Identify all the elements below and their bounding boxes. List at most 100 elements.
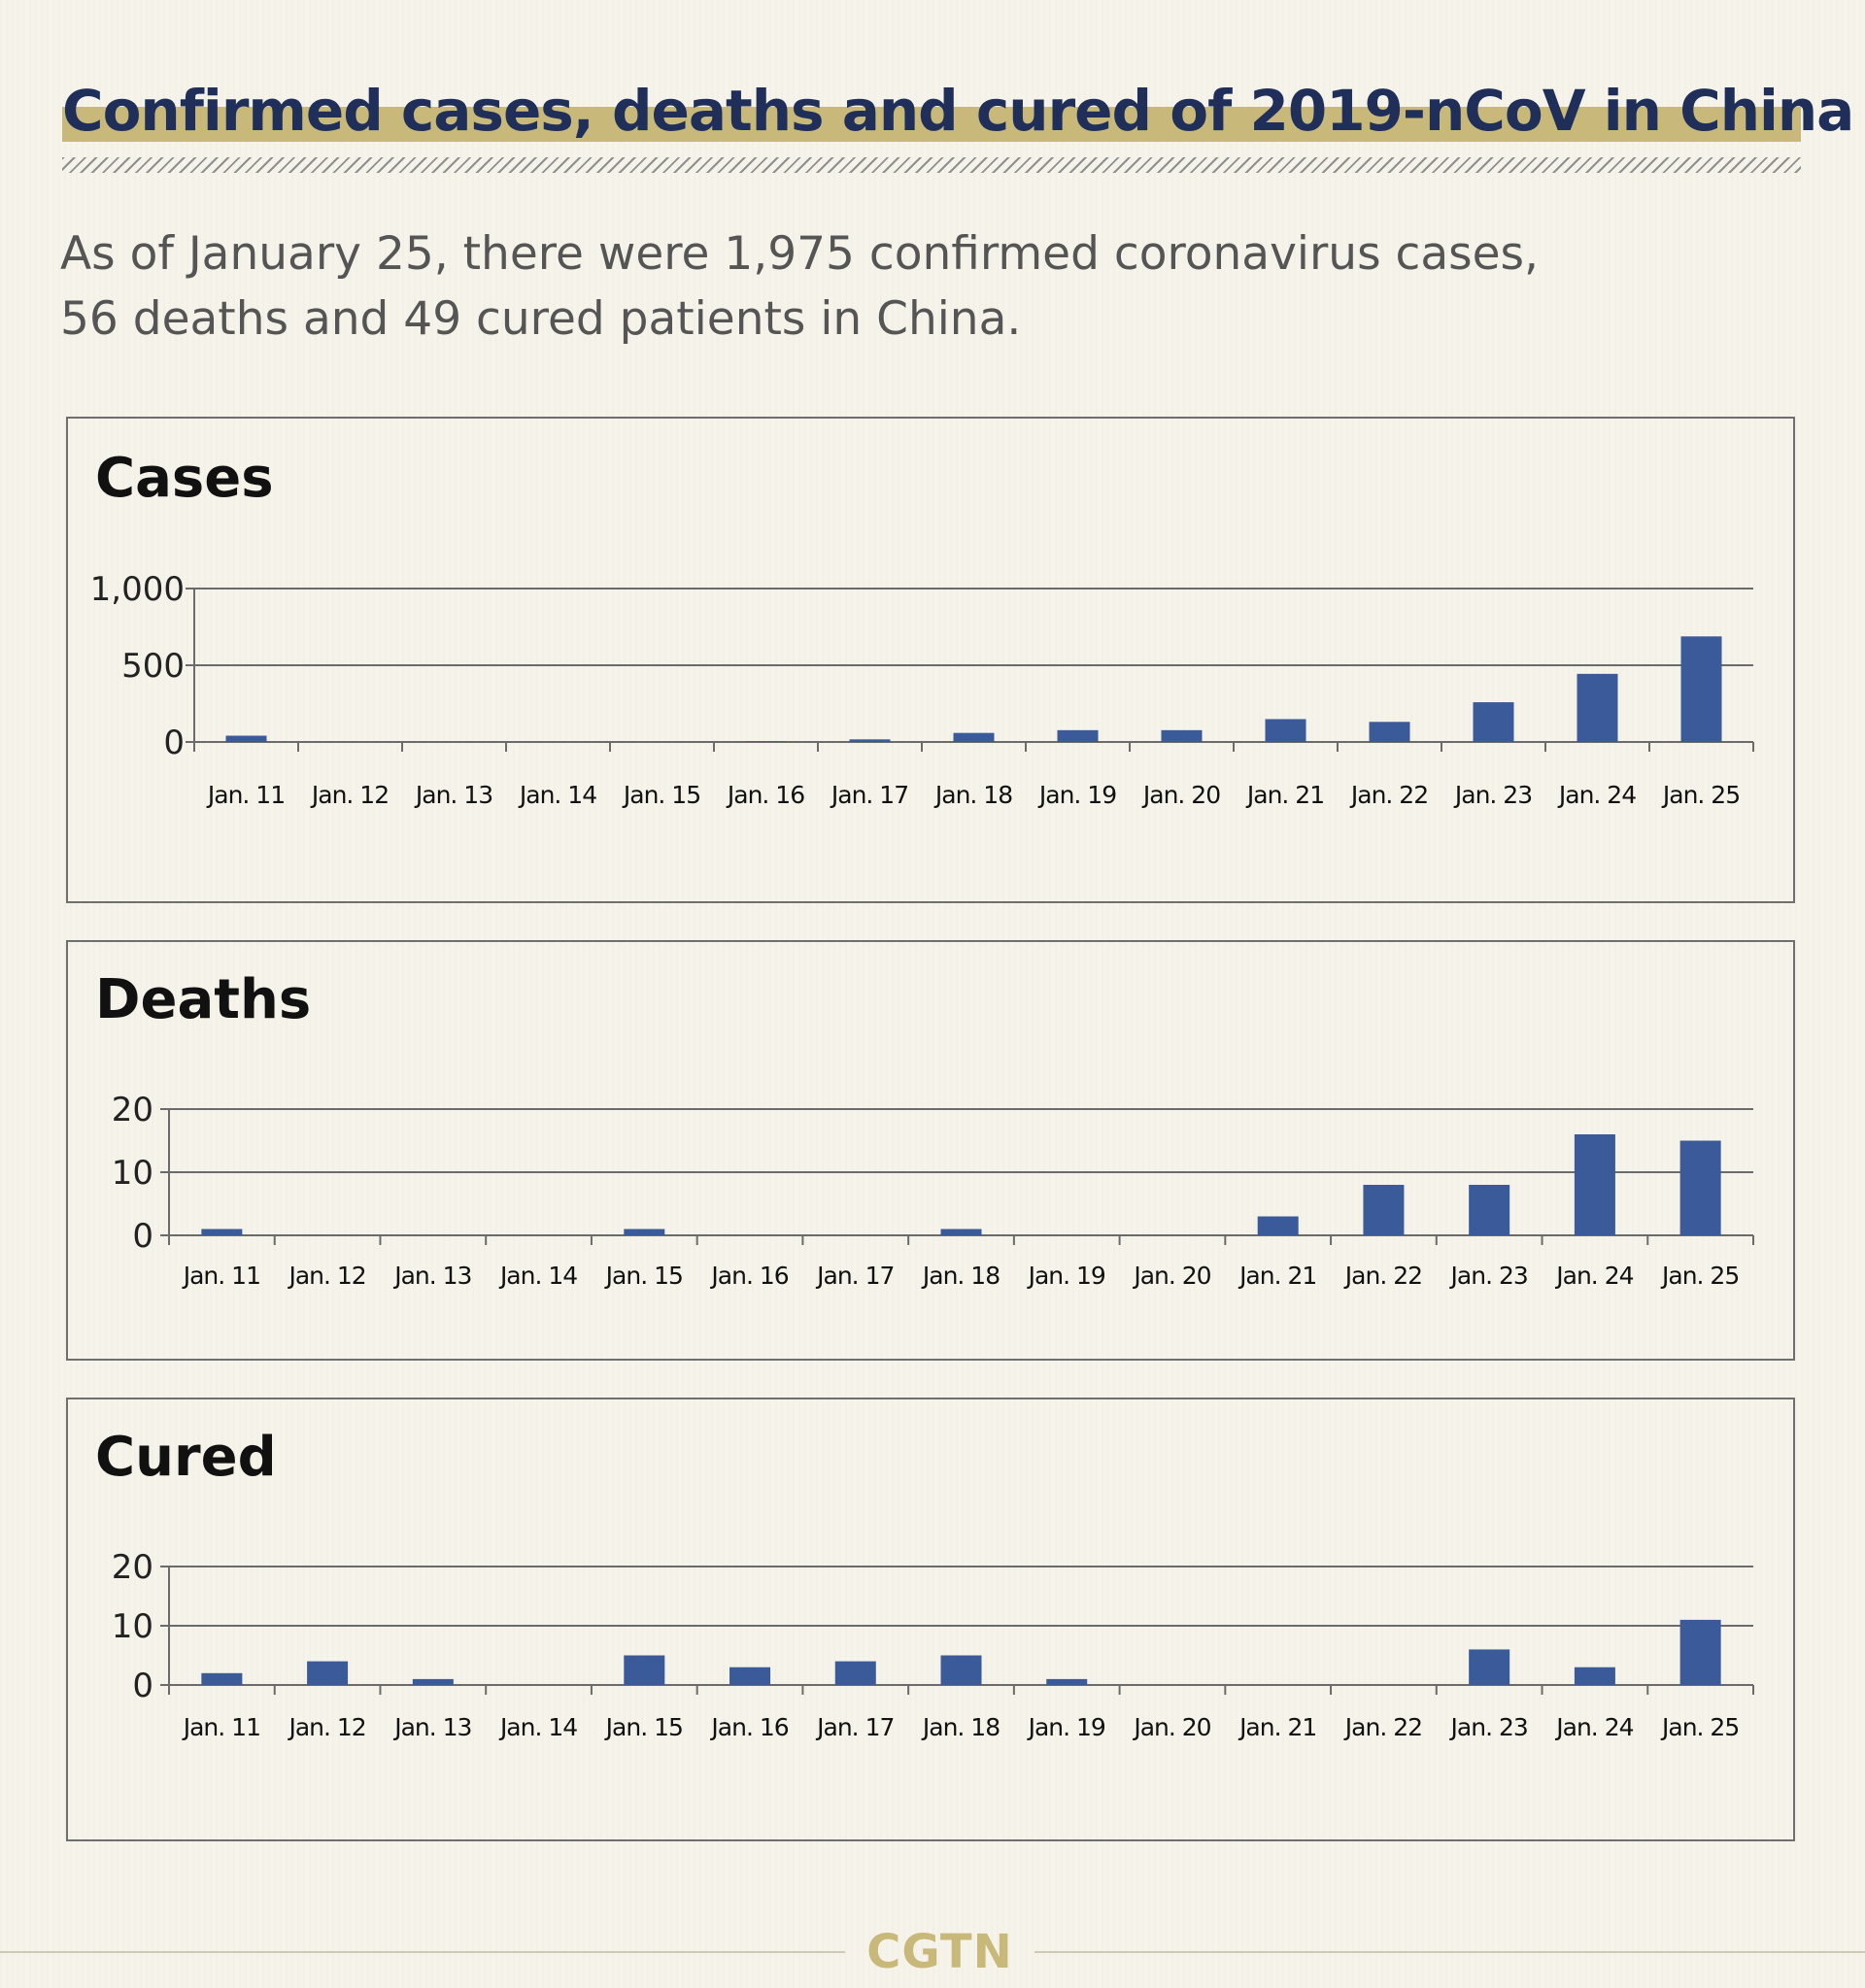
deaths-bar-jan-11 bbox=[201, 1229, 243, 1235]
deaths-chart: Deaths 0 10 20 Jan. 11 Jan. 12 Jan. 13 Jan. 14 J… bbox=[95, 968, 1754, 1290]
deaths-chart-title: Deaths bbox=[95, 968, 311, 1031]
cases-x-label-jan-25: Jan. 25 bbox=[1661, 781, 1740, 809]
cured-bar-jan-13 bbox=[412, 1678, 454, 1685]
cases-x-label-jan-23: Jan. 23 bbox=[1453, 781, 1532, 809]
cgtn-logo: CGTN bbox=[866, 1925, 1013, 1979]
deaths-y-tick-label: 20 bbox=[112, 1091, 153, 1129]
footer-divider-right bbox=[1034, 1951, 1865, 1953]
deaths-bar-jan-18 bbox=[940, 1229, 982, 1235]
deaths-bar-jan-15 bbox=[624, 1229, 665, 1235]
cured-y-tick-label: 20 bbox=[112, 1548, 153, 1587]
title-highlight-band bbox=[62, 107, 1801, 142]
deaths-x-label-jan-22: Jan. 22 bbox=[1343, 1262, 1422, 1290]
deaths-bar-jan-21 bbox=[1257, 1216, 1299, 1235]
cases-bar-jan-23 bbox=[1473, 702, 1514, 742]
cases-x-label-jan-16: Jan. 16 bbox=[726, 781, 804, 809]
cured-x-label-jan-16: Jan. 16 bbox=[709, 1713, 788, 1741]
cases-bar-jan-18 bbox=[953, 732, 995, 742]
cases-bar-jan-22 bbox=[1369, 722, 1410, 742]
deaths-x-label-jan-11: Jan. 11 bbox=[182, 1262, 260, 1290]
cured-bar-jan-15 bbox=[624, 1655, 665, 1685]
cured-bar-jan-18 bbox=[940, 1655, 982, 1685]
cases-chart: Cases 0 500 1,000 Jan. 11 Jan. 12 Jan. 13 Jan. … bbox=[90, 447, 1754, 809]
cases-bar-jan-21 bbox=[1265, 719, 1306, 742]
cured-chart-panel: Cured 0 10 20 Jan. 11 Jan. 12 Jan. 13 Jan. 14 Ja… bbox=[66, 1398, 1795, 1841]
cases-bar-jan-19 bbox=[1057, 729, 1099, 742]
deaths-bar-jan-25 bbox=[1679, 1140, 1721, 1235]
cured-bar-jan-17 bbox=[834, 1661, 876, 1685]
cured-y-tick-label: 0 bbox=[132, 1667, 153, 1705]
deaths-chart-panel: Deaths 0 10 20 Jan. 11 Jan. 12 Jan. 13 Jan. 14 J… bbox=[66, 940, 1795, 1361]
deaths-x-label-jan-15: Jan. 15 bbox=[604, 1262, 683, 1290]
cured-x-label-jan-23: Jan. 23 bbox=[1449, 1713, 1528, 1741]
cured-x-label-jan-14: Jan. 14 bbox=[498, 1713, 577, 1741]
cases-bar-jan-16 bbox=[745, 741, 787, 742]
deaths-x-label-jan-13: Jan. 13 bbox=[392, 1262, 471, 1290]
cases-x-label-jan-14: Jan. 14 bbox=[518, 781, 596, 809]
cured-x-label-jan-20: Jan. 20 bbox=[1132, 1713, 1210, 1741]
cases-bar-jan-25 bbox=[1680, 636, 1722, 742]
page-title: Confirmed cases, deaths and cured of 201… bbox=[62, 78, 1854, 144]
cured-bar-jan-11 bbox=[201, 1672, 243, 1685]
deaths-bar-jan-24 bbox=[1574, 1134, 1615, 1235]
cases-x-label-jan-11: Jan. 11 bbox=[206, 781, 285, 809]
cured-x-label-jan-19: Jan. 19 bbox=[1027, 1713, 1105, 1741]
deaths-x-label-jan-25: Jan. 25 bbox=[1660, 1262, 1739, 1290]
deaths-x-label-jan-14: Jan. 14 bbox=[498, 1262, 577, 1290]
cured-x-label-jan-24: Jan. 24 bbox=[1554, 1713, 1633, 1741]
deaths-x-label-jan-20: Jan. 20 bbox=[1132, 1262, 1210, 1290]
cured-bar-jan-19 bbox=[1046, 1678, 1088, 1685]
cases-x-label-jan-13: Jan. 13 bbox=[414, 781, 492, 809]
page-subtitle: As of January 25, there were 1,975 confi… bbox=[60, 221, 1712, 352]
deaths-x-label-jan-12: Jan. 12 bbox=[287, 1262, 365, 1290]
cured-bar-jan-16 bbox=[729, 1667, 771, 1685]
cured-x-label-jan-25: Jan. 25 bbox=[1660, 1713, 1739, 1741]
cases-x-label-jan-17: Jan. 17 bbox=[830, 781, 908, 809]
cases-chart-panel: Cases 0 500 1,000 Jan. 11 Jan. 12 Jan. 13 Jan. … bbox=[66, 417, 1795, 903]
cases-chart-title: Cases bbox=[95, 447, 274, 510]
cases-x-label-jan-19: Jan. 19 bbox=[1037, 781, 1116, 809]
deaths-x-label-jan-23: Jan. 23 bbox=[1449, 1262, 1528, 1290]
cured-chart-title: Cured bbox=[95, 1426, 277, 1489]
cured-x-label-jan-21: Jan. 21 bbox=[1238, 1713, 1316, 1741]
cured-bar-jan-23 bbox=[1469, 1649, 1510, 1685]
cases-y-tick-label: 500 bbox=[121, 647, 185, 686]
deaths-x-label-jan-16: Jan. 16 bbox=[709, 1262, 788, 1290]
cases-x-label-jan-15: Jan. 15 bbox=[622, 781, 700, 809]
cured-y-tick-label: 10 bbox=[112, 1607, 153, 1646]
cured-x-label-jan-15: Jan. 15 bbox=[604, 1713, 683, 1741]
cases-x-label-jan-12: Jan. 12 bbox=[310, 781, 389, 809]
deaths-bar-jan-23 bbox=[1469, 1185, 1510, 1235]
cured-bar-jan-12 bbox=[307, 1661, 349, 1685]
cured-x-label-jan-22: Jan. 22 bbox=[1343, 1713, 1422, 1741]
deaths-x-label-jan-24: Jan. 24 bbox=[1554, 1262, 1633, 1290]
deaths-x-label-jan-18: Jan. 18 bbox=[921, 1262, 1000, 1290]
cured-bar-jan-24 bbox=[1574, 1667, 1615, 1685]
cases-y-tick-label: 0 bbox=[163, 724, 185, 762]
cases-x-label-jan-24: Jan. 24 bbox=[1557, 781, 1636, 809]
cases-x-label-jan-22: Jan. 22 bbox=[1349, 781, 1428, 809]
deaths-bar-jan-22 bbox=[1363, 1185, 1405, 1235]
cases-x-label-jan-18: Jan. 18 bbox=[933, 781, 1012, 809]
deaths-x-label-jan-19: Jan. 19 bbox=[1027, 1262, 1105, 1290]
cured-x-label-jan-17: Jan. 17 bbox=[815, 1713, 894, 1741]
cases-bar-jan-11 bbox=[225, 735, 267, 742]
cured-x-label-jan-18: Jan. 18 bbox=[921, 1713, 1000, 1741]
title-hatch-divider bbox=[62, 157, 1801, 173]
cases-bar-jan-24 bbox=[1577, 673, 1618, 742]
cured-chart: Cured 0 10 20 Jan. 11 Jan. 12 Jan. 13 Jan. 14 Ja… bbox=[95, 1426, 1754, 1741]
footer-divider-left bbox=[0, 1951, 845, 1953]
cases-y-tick-label: 1,000 bbox=[90, 570, 185, 609]
cured-x-label-jan-12: Jan. 12 bbox=[287, 1713, 365, 1741]
cases-bar-jan-17 bbox=[849, 739, 891, 742]
cases-x-label-jan-20: Jan. 20 bbox=[1141, 781, 1220, 809]
deaths-y-tick-label: 0 bbox=[132, 1217, 153, 1256]
cured-bar-jan-25 bbox=[1679, 1619, 1721, 1685]
subtitle-line-1: As of January 25, there were 1,975 confi… bbox=[60, 227, 1539, 281]
subtitle-line-2: 56 deaths and 49 cured patients in China… bbox=[60, 292, 1022, 346]
deaths-x-label-jan-21: Jan. 21 bbox=[1238, 1262, 1316, 1290]
cases-bar-jan-20 bbox=[1161, 729, 1203, 742]
deaths-x-label-jan-17: Jan. 17 bbox=[815, 1262, 894, 1290]
cured-x-label-jan-11: Jan. 11 bbox=[182, 1713, 260, 1741]
cases-x-label-jan-21: Jan. 21 bbox=[1245, 781, 1324, 809]
